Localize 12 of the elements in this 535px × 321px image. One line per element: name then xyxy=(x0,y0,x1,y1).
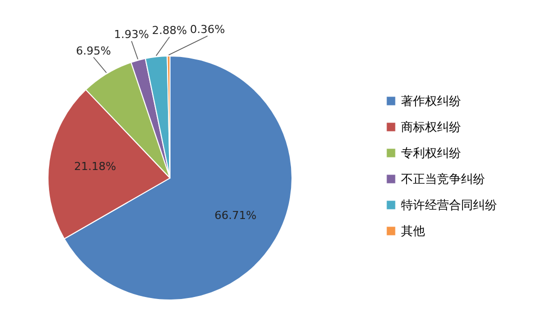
legend-label: 不正当竞争纠纷 xyxy=(401,172,485,186)
legend-label: 特许经营合同纠纷 xyxy=(401,198,497,212)
legend-label: 其他 xyxy=(401,224,425,238)
data-label: 66.71% xyxy=(214,208,256,222)
data-label: 0.36% xyxy=(190,23,225,36)
data-label: 21.18% xyxy=(74,160,116,174)
data-label: 1.93% xyxy=(114,28,149,42)
data-label: 6.95% xyxy=(76,44,111,58)
legend-label: 商标权纠纷 xyxy=(401,120,461,134)
legend-label: 著作权纠纷 xyxy=(401,94,461,108)
data-label: 2.88% xyxy=(152,24,187,37)
legend-label: 专利权纠纷 xyxy=(401,146,461,160)
